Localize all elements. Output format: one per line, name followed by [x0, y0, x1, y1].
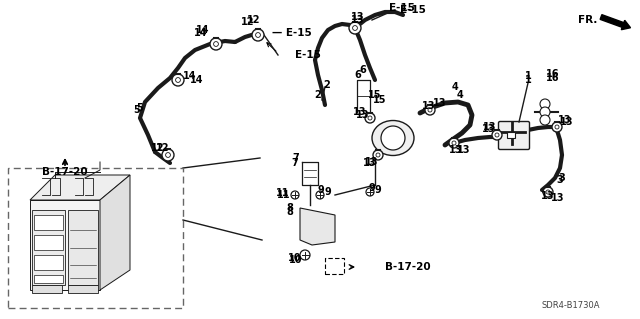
Text: E-15: E-15: [400, 5, 426, 15]
Text: 7: 7: [292, 158, 298, 168]
Text: 13: 13: [353, 107, 367, 117]
Text: 9: 9: [324, 187, 332, 197]
Ellipse shape: [372, 121, 414, 155]
Text: 14: 14: [195, 28, 208, 38]
Bar: [8, 168, 183, 308]
Text: 2: 2: [315, 90, 321, 100]
Text: 13: 13: [364, 158, 377, 168]
Circle shape: [543, 187, 553, 197]
Bar: [507, 132, 515, 138]
Text: 6: 6: [355, 70, 362, 80]
Text: 11: 11: [276, 188, 290, 198]
Text: 13: 13: [483, 122, 497, 132]
Circle shape: [552, 122, 562, 132]
Polygon shape: [68, 210, 98, 285]
Bar: [34, 215, 63, 230]
Text: E-15: E-15: [389, 3, 415, 13]
Text: 14: 14: [196, 25, 210, 35]
Circle shape: [492, 130, 502, 140]
Circle shape: [365, 113, 375, 123]
Text: 4: 4: [452, 82, 458, 92]
Bar: [68, 285, 98, 293]
Text: 9: 9: [374, 185, 381, 195]
Text: 8: 8: [287, 207, 293, 217]
Circle shape: [252, 29, 264, 41]
Text: 13: 13: [449, 145, 463, 155]
Text: 12: 12: [247, 15, 260, 25]
Text: 13: 13: [541, 191, 555, 201]
Text: 7: 7: [292, 153, 300, 163]
Text: 13: 13: [483, 124, 496, 134]
Circle shape: [210, 38, 222, 50]
Bar: [325, 258, 344, 274]
Text: 13: 13: [558, 115, 572, 125]
Text: 13: 13: [356, 110, 370, 120]
Circle shape: [300, 250, 310, 260]
Circle shape: [349, 22, 361, 34]
Bar: [34, 255, 63, 270]
Text: B-17-20: B-17-20: [42, 167, 88, 177]
FancyArrow shape: [600, 15, 630, 30]
Text: 1: 1: [525, 75, 531, 85]
Text: 10: 10: [288, 253, 301, 263]
Polygon shape: [32, 210, 65, 285]
Text: 9: 9: [317, 185, 324, 195]
Bar: [32, 285, 62, 293]
FancyBboxPatch shape: [499, 122, 529, 150]
Text: 5: 5: [136, 103, 143, 113]
Circle shape: [291, 191, 299, 199]
Text: 3: 3: [557, 175, 563, 185]
Bar: [34, 275, 63, 283]
Text: 6: 6: [360, 65, 366, 75]
Polygon shape: [30, 175, 130, 200]
Text: 13: 13: [351, 15, 365, 25]
Circle shape: [316, 191, 324, 199]
Circle shape: [172, 74, 184, 86]
Text: 16: 16: [547, 69, 560, 79]
Text: 1: 1: [525, 71, 531, 81]
Circle shape: [425, 105, 435, 115]
Text: 14: 14: [183, 71, 196, 81]
Circle shape: [162, 149, 174, 161]
Text: 13: 13: [560, 117, 573, 127]
Text: 2: 2: [324, 80, 330, 90]
Circle shape: [449, 138, 459, 148]
Circle shape: [381, 126, 405, 150]
Text: 13: 13: [365, 157, 379, 167]
Text: 5: 5: [134, 105, 140, 115]
Text: SDR4-B1730A: SDR4-B1730A: [541, 300, 600, 309]
Text: E-15: E-15: [295, 50, 321, 60]
Text: 15: 15: [373, 95, 387, 105]
Text: 11: 11: [277, 190, 291, 200]
Text: 4: 4: [456, 90, 463, 100]
Text: 9: 9: [369, 183, 376, 193]
Text: 13: 13: [551, 193, 564, 203]
Text: 12: 12: [151, 143, 164, 153]
Polygon shape: [30, 200, 100, 290]
Text: 8: 8: [287, 203, 293, 213]
Text: 10: 10: [289, 255, 303, 265]
Polygon shape: [100, 175, 130, 290]
Bar: [34, 235, 63, 250]
Text: 3: 3: [559, 173, 565, 183]
Text: 15: 15: [368, 90, 381, 100]
Text: 12: 12: [241, 17, 255, 27]
Text: 13: 13: [422, 101, 436, 111]
Circle shape: [540, 115, 550, 125]
Circle shape: [540, 99, 550, 109]
Text: — E-15: — E-15: [272, 28, 312, 38]
Text: 13: 13: [433, 98, 447, 108]
Text: 12: 12: [156, 143, 170, 153]
Text: B-17-20: B-17-20: [385, 262, 431, 272]
Text: 16: 16: [547, 73, 560, 83]
Text: 13: 13: [457, 145, 471, 155]
Circle shape: [366, 188, 374, 196]
Polygon shape: [300, 208, 335, 245]
Text: 13: 13: [351, 12, 365, 22]
Circle shape: [373, 150, 383, 160]
Circle shape: [540, 107, 550, 117]
Text: 14: 14: [190, 75, 204, 85]
Text: FR.: FR.: [578, 15, 597, 25]
